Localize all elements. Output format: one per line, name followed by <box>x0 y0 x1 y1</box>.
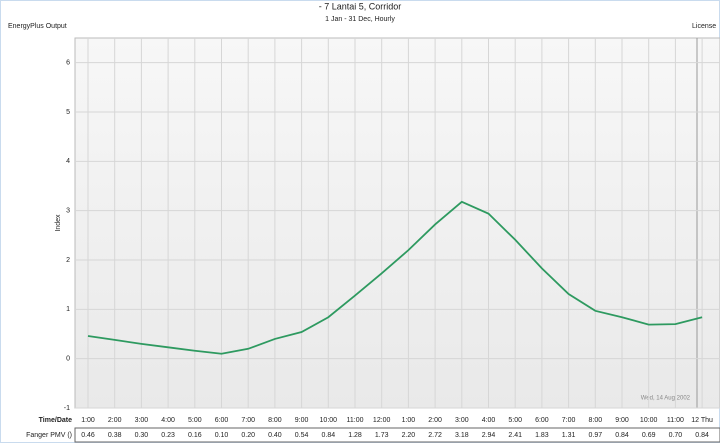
y-tick-label: 5 <box>66 109 70 116</box>
source-label: EnergyPlus Output <box>8 23 67 30</box>
table-value: 2.94 <box>482 432 496 439</box>
x-tick-label: 8:00 <box>268 417 282 424</box>
y-axis-label: Index <box>55 214 62 232</box>
x-tick-label: 7:00 <box>241 417 255 424</box>
table-value: 0.16 <box>188 432 202 439</box>
table-value: 0.84 <box>321 432 335 439</box>
table-value: 2.20 <box>402 432 416 439</box>
y-tick-label: -1 <box>64 405 70 412</box>
x-tick-label: 11:00 <box>347 417 364 424</box>
x-tick-label: 2:00 <box>108 417 122 424</box>
table-value: 0.46 <box>81 432 95 439</box>
table-value: 0.30 <box>135 432 149 439</box>
table-value: 2.72 <box>428 432 442 439</box>
x-tick-label: 2:00 <box>428 417 442 424</box>
x-tick-label: 10:00 <box>640 417 658 424</box>
x-tick-label: 3:00 <box>455 417 469 424</box>
series-name: Fanger PMV () <box>26 432 72 439</box>
plot-area <box>74 37 720 409</box>
table-value: 0.10 <box>215 432 229 439</box>
x-tick-label: 11:00 <box>667 417 684 424</box>
data-line <box>87 200 703 355</box>
y-tick-label: 4 <box>66 158 70 165</box>
y-tick-label: 2 <box>66 257 70 264</box>
license-label: License <box>692 23 716 30</box>
chart-subtitle: 1 Jan - 31 Dec, Hourly <box>325 16 395 23</box>
table-value: 0.23 <box>161 432 175 439</box>
x-tick-label: 9:00 <box>615 417 629 424</box>
annotation: Wed, 14 Aug 2002 <box>641 396 691 402</box>
table-value: 0.38 <box>108 432 122 439</box>
y-tick-label: 1 <box>66 306 70 313</box>
x-tick-label: 5:00 <box>188 417 202 424</box>
x-tick-label: 1:00 <box>402 417 416 424</box>
table-value: 0.84 <box>615 432 629 439</box>
table-value: 2.41 <box>508 432 522 439</box>
x-tick-label: 8:00 <box>588 417 602 424</box>
table-value: 0.54 <box>295 432 309 439</box>
table-value: 0.69 <box>642 432 656 439</box>
x-tick-label: 12 Thu <box>691 417 713 424</box>
x-tick-label: 12:00 <box>373 417 391 424</box>
chart-title: - 7 Lantai 5, Corridor <box>319 1 402 11</box>
table-value: 1.28 <box>348 432 362 439</box>
y-tick-label: 0 <box>66 356 70 363</box>
x-tick-label: 6:00 <box>535 417 549 424</box>
table-value: 1.83 <box>535 432 549 439</box>
x-tick-label: 9:00 <box>295 417 309 424</box>
table-value: 0.40 <box>268 432 282 439</box>
x-tick-label: 7:00 <box>562 417 576 424</box>
x-tick-label: 3:00 <box>135 417 149 424</box>
table-value: 3.18 <box>455 432 469 439</box>
x-tick-label: 10:00 <box>320 417 338 424</box>
x-axis-label: Time/Date <box>39 417 72 424</box>
x-tick-label: 6:00 <box>215 417 229 424</box>
table-value: 0.84 <box>695 432 709 439</box>
x-tick-label: 4:00 <box>482 417 496 424</box>
table-value: 1.31 <box>562 432 576 439</box>
x-tick-label: 5:00 <box>508 417 522 424</box>
x-tick-label: 4:00 <box>161 417 175 424</box>
table-row <box>74 427 720 443</box>
table-value: 0.70 <box>669 432 683 439</box>
table-value: 1.73 <box>375 432 389 439</box>
y-tick-label: 6 <box>66 60 70 67</box>
y-tick-label: 3 <box>66 208 70 215</box>
table-value: 0.97 <box>588 432 602 439</box>
table-value: 0.20 <box>241 432 255 439</box>
x-tick-label: 1:00 <box>81 417 95 424</box>
